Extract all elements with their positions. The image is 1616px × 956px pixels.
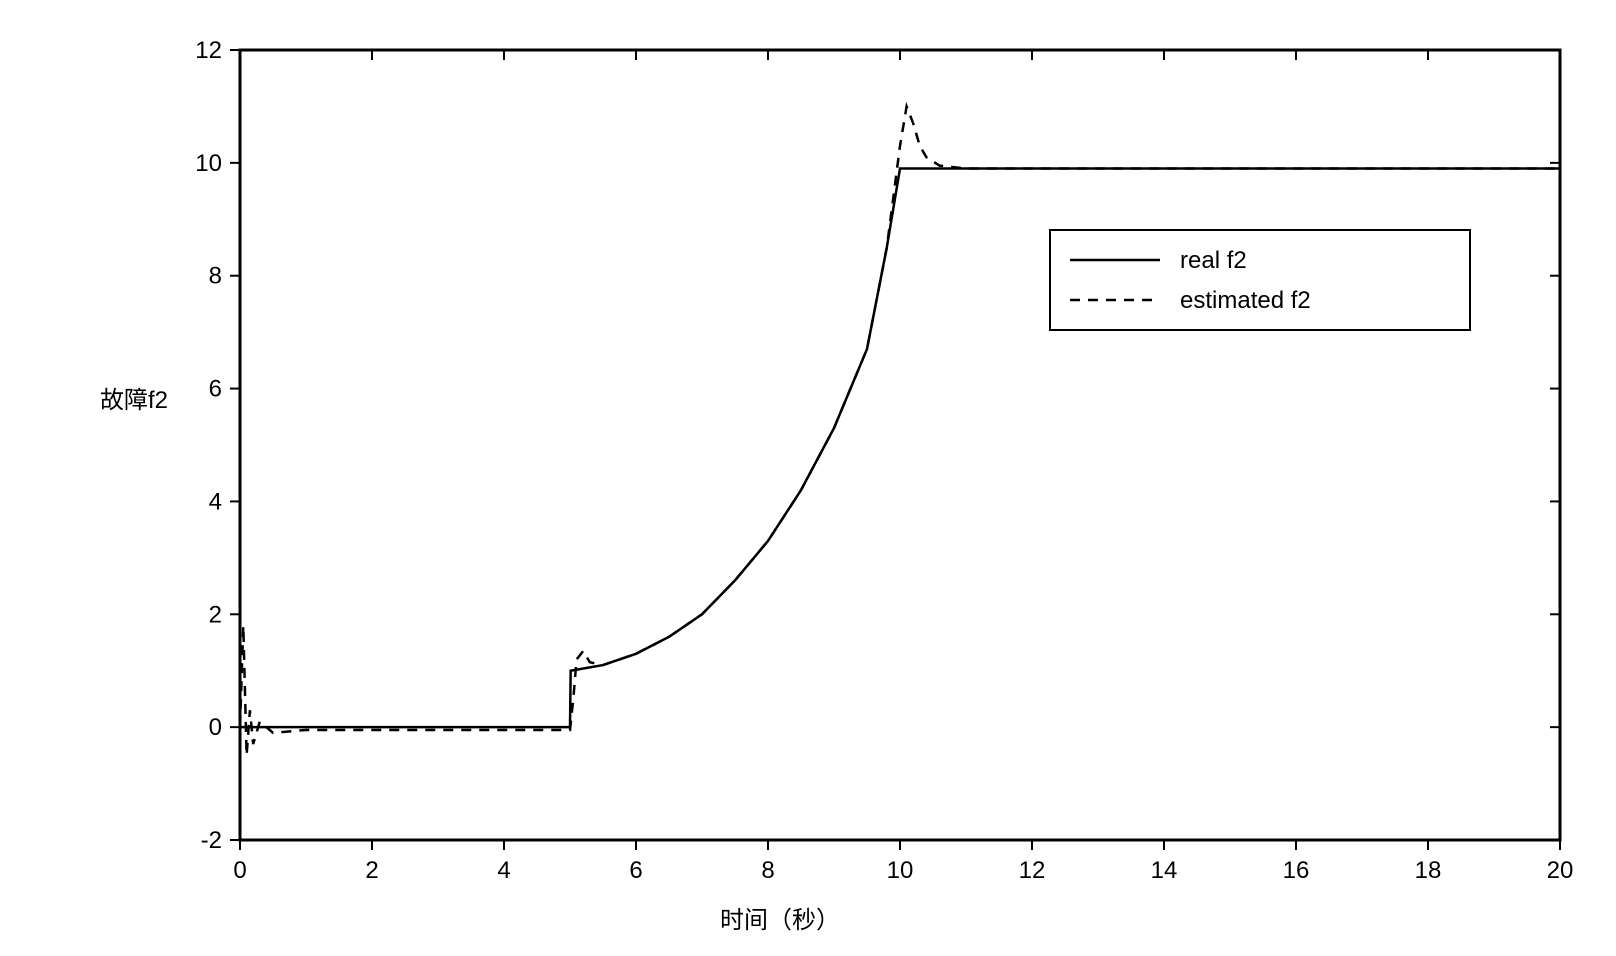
legend-label: estimated f2 <box>1180 287 1311 314</box>
y-tick-label: 2 <box>209 601 222 628</box>
y-tick-label: 4 <box>209 488 222 515</box>
y-tick-label: 8 <box>209 263 222 290</box>
legend-label: real f2 <box>1180 247 1247 274</box>
x-tick-label: 18 <box>1415 857 1442 884</box>
x-tick-label: 4 <box>497 857 510 884</box>
x-tick-label: 10 <box>887 857 914 884</box>
x-tick-label: 12 <box>1019 857 1046 884</box>
legend-box <box>1050 230 1470 330</box>
chart-svg: 0 2 4 6 8 10 12 14 16 18 20 -2 0 2 4 6 8 10 12 real f2 estim… <box>0 0 1616 956</box>
x-tick-label: 8 <box>761 857 774 884</box>
x-tick-label: 16 <box>1283 857 1310 884</box>
x-tick-label: 6 <box>629 857 642 884</box>
y-tick-label: -2 <box>201 827 222 854</box>
y-tick-label: 0 <box>209 714 222 741</box>
y-tick-label: 12 <box>195 37 222 64</box>
chart-container: 故障f2 时间（秒） 02468101214161820-2024681012r… <box>0 0 1616 956</box>
x-tick-label: 14 <box>1151 857 1178 884</box>
x-tick-label: 20 <box>1547 857 1574 884</box>
x-tick-label: 0 <box>233 857 246 884</box>
y-tick-label: 10 <box>195 150 222 177</box>
x-tick-label: 2 <box>365 857 378 884</box>
y-tick-label: 6 <box>209 376 222 403</box>
